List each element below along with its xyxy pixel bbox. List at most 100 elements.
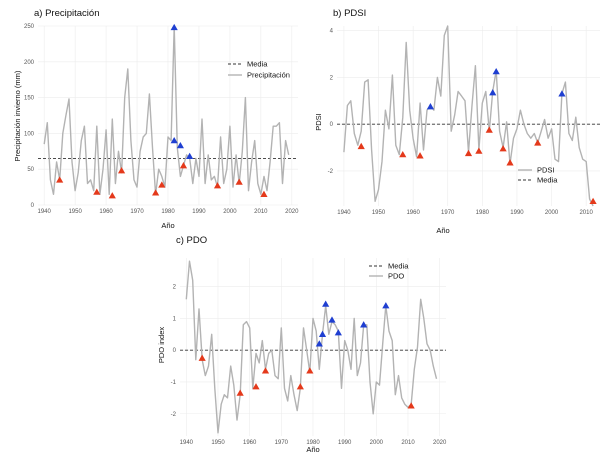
panel-c-marker-high [318,330,327,337]
panel-c-marker-low [306,367,314,374]
panel-a-ytick-label: 200 [24,60,35,66]
panel-b-marker-low [506,159,514,166]
panel-b-plot: 1940 1950 1960 1970 1980 1990 2000 2010 -2 0 2 4 PDS… [328,25,600,216]
panel-c-series-line [185,260,438,434]
panel-b-xtick-label: 2000 [545,210,559,216]
panel-c-xtick-label: 1940 [180,440,194,446]
panel-a-xtick-label: 2020 [285,209,299,215]
panel-b-xtick-label: 2010 [579,210,593,216]
panel-a-marker-high [170,136,178,144]
panel-b-marker-high [492,67,500,75]
panel-b-xtick-label: 1980 [476,210,490,216]
panel-b-legend-mean-label: Media [537,176,558,185]
panel-b-marker-low [399,150,407,158]
panel-a-ytick-label: 50 [27,167,34,173]
panel-b-xtick-label: 1970 [441,210,455,216]
panel-a-marker-low [158,181,166,188]
panel-c-marker-low [261,367,270,374]
panel-b-xtick-label: 1960 [406,210,420,216]
panel-a-ytick-label: 250 [24,24,35,30]
panel-c-ylabel: PDO index [157,327,166,364]
panel-a-marker-low [93,188,101,195]
panel-b-xtick-label: 1990 [510,210,524,216]
panel-c: c) PDO PDO index Año 1940 1950 1960 1970 198… [157,235,447,454]
panel-c-marker-low [407,402,415,409]
panel-a-marker-high [170,23,178,31]
panel-c-ytick-label: 2 [173,285,177,291]
panel-a-xtick-label: 1960 [99,209,113,215]
panel-a-ylabel: Precipitación invierno (mm) [13,70,22,161]
panel-b-xlabel: Año [436,226,449,235]
panel-b-marker-low [357,142,365,150]
panel-c-ytick-label: 1 [173,316,177,322]
panel-a-xtick-label: 2010 [254,209,268,215]
panel-c-xtick-label: 1960 [243,440,257,446]
panel-c-marker-high [382,302,390,309]
panel-c-marker-low [252,383,260,390]
panel-a-xtick-label: 1970 [130,209,144,215]
panel-c-marker-low [296,383,304,390]
panel-a-ytick-label: 150 [24,96,35,102]
panel-c-ytick-label: -2 [171,412,177,418]
panel-b-title: b) PDSI [333,8,366,19]
panel-c-marker-high [322,300,330,307]
panel-b-marker-low [589,197,597,205]
panel-a-xtick-label: 1940 [38,209,52,215]
panel-a-marker-low [108,192,116,199]
panel-a-legend-series-label: Precipitación [247,71,290,80]
panel-c-plot: 1940 1950 1960 1970 1980 1990 2000 2010 2020 -2 -1… [171,258,447,446]
panel-a-xtick-label: 1990 [192,209,206,215]
panel-a-marker-low [179,162,188,169]
panel-b-marker-low [464,149,473,157]
panel-b-legend-series-label: PDSI [537,166,555,175]
panel-b-xtick-label: 1940 [337,210,351,216]
panel-a-marker-low [56,176,64,183]
panel-a-xtick-label: 2000 [223,209,237,215]
panel-c-xtick-label: 1980 [306,440,320,446]
panel-a-ytick-label: 0 [31,203,35,209]
panel-b-marker-low [499,145,507,152]
panel-a-xtick-label: 1950 [68,209,82,215]
panel-a-marker-low [260,190,268,197]
panel-a-marker-low [152,189,160,196]
panel-c-marker-high [315,340,323,347]
panel-a-series-line [43,25,290,195]
panel-b-marker-low [475,147,483,154]
panel-b-ytick-label: 0 [330,122,334,128]
panel-c-ytick-label: 0 [173,348,177,354]
panel-b-ytick-label: -2 [328,169,334,175]
panel-b-ylabel: PDSI [314,113,323,131]
panel-c-xtick-label: 2010 [401,440,415,446]
panel-c-xtick-label: 1950 [211,440,225,446]
panel-a: a) Precipitación Precipitación invierno … [13,8,299,230]
panel-c-xlabel: Año [306,445,319,454]
panel-b-marker-low [485,126,493,133]
panel-a-marker-high [176,141,184,149]
panel-c-xtick-label: 1990 [338,440,352,446]
panel-b-marker-high [558,90,566,97]
panel-c-legend-series-label: PDO [388,272,404,281]
panel-a-xlabel: Año [161,221,174,230]
panel-b-marker-low [416,152,424,159]
panel-c-marker-high [360,321,368,328]
panel-a-ytick-label: 100 [24,131,35,137]
panel-b-ytick-label: 2 [330,75,334,81]
panel-b-marker-high [426,103,435,110]
panel-a-legend: Media Precipitación [228,60,290,80]
panel-a-marker-low [213,182,222,189]
panel-c-legend-mean-label: Media [388,262,409,271]
panel-c-xtick-label: 2020 [433,440,447,446]
panel-c-ytick-label: -1 [171,380,177,386]
panel-c-xtick-label: 1970 [275,440,289,446]
panel-a-marker-high [186,152,194,160]
panel-b-marker-low [534,139,542,146]
panel-b-marker-high [489,89,497,96]
panel-a-xtick-label: 1980 [161,209,175,215]
panel-c-marker-high [334,329,342,336]
panel-a-marker-low [235,178,243,185]
panel-b-ytick-label: 4 [330,29,334,35]
